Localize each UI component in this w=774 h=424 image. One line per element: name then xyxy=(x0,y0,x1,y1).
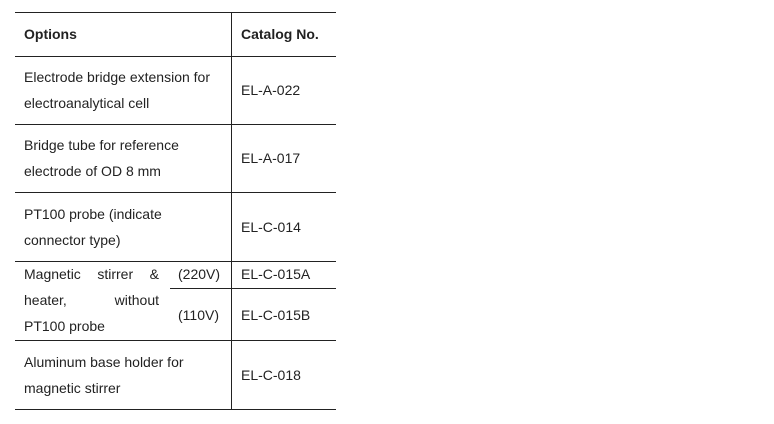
catalog-number: EL-A-017 xyxy=(241,150,301,166)
catalog-number: EL-C-018 xyxy=(241,367,301,383)
rule xyxy=(15,340,336,341)
rule xyxy=(15,261,336,262)
header-options: Options xyxy=(24,26,77,42)
option-text: PT100 probe (indicate xyxy=(24,206,162,222)
voltage-label: (110V) xyxy=(178,307,219,323)
option-text: Magnetic stirrer & xyxy=(24,266,159,282)
option-text: electroanalytical cell xyxy=(24,95,150,111)
voltage-label: (220V) xyxy=(178,266,221,282)
option-text: magnetic stirrer xyxy=(24,380,121,396)
header-catalog: Catalog No. xyxy=(241,26,319,42)
option-text: PT100 probe xyxy=(24,318,105,334)
option-text: Aluminum base holder for xyxy=(24,354,184,370)
rule xyxy=(15,124,336,125)
rule xyxy=(15,192,336,193)
rule xyxy=(15,12,336,13)
option-text: connector type) xyxy=(24,232,121,248)
catalog-number: EL-C-014 xyxy=(241,219,301,235)
rule xyxy=(15,56,336,57)
option-text: heater, without xyxy=(24,292,159,308)
rule xyxy=(170,288,336,289)
catalog-number: EL-C-015A xyxy=(241,266,311,282)
catalog-number: EL-A-022 xyxy=(241,82,301,98)
option-text: Bridge tube for reference xyxy=(24,137,179,153)
option-text: electrode of OD 8 mm xyxy=(24,163,161,179)
rule xyxy=(15,409,336,410)
option-text: Electrode bridge extension for xyxy=(24,69,210,85)
column-divider xyxy=(231,12,232,409)
catalog-number: EL-C-015B xyxy=(241,307,311,323)
